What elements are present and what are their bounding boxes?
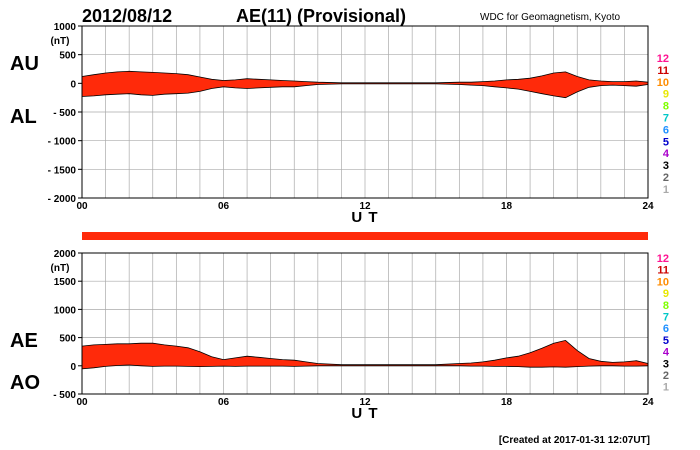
- ae-ao-legend-entry: 9: [663, 288, 669, 300]
- au-al-legend-entry: 5: [663, 136, 669, 148]
- au-al-legend-entry: 8: [663, 101, 669, 113]
- au-al-legend-entry: 10: [657, 77, 669, 89]
- chart-date: 2012/08/12: [82, 6, 172, 26]
- ae-ao-legend-entry: 6: [663, 323, 669, 335]
- al-series-label: AL: [10, 106, 37, 128]
- ae-series-label: AE: [10, 330, 38, 352]
- ae-ao-legend-entry: 1: [663, 382, 669, 394]
- au-al-y-tick-label: - 500: [53, 108, 76, 119]
- au-al-legend-entry: 6: [663, 124, 669, 136]
- ao-series-line: [81, 364, 649, 370]
- ae-ao-grid: [82, 253, 648, 394]
- ao-series-label: AO: [10, 372, 40, 394]
- au-al-y-tick-label: - 2000: [48, 194, 77, 205]
- ae-ao-x-tick-label: 24: [642, 397, 654, 408]
- au-al-plot: [81, 70, 649, 99]
- ae-ao-y-tick-label: 500: [59, 334, 76, 345]
- ae-ao-plot: [81, 339, 649, 370]
- ae-ao-filled-band: [82, 340, 648, 369]
- au-al-legend-entry: 7: [663, 113, 669, 125]
- ae-ao-y-tick-label: 0: [70, 362, 76, 373]
- ae-series-line: [81, 339, 649, 366]
- au-al-y-tick-label: - 1500: [48, 165, 77, 176]
- separator-bar: [82, 232, 648, 240]
- au-al-y-tick-label: 1000: [54, 22, 77, 33]
- ae-ao-x-axis: 00 06 12 18 24: [76, 397, 654, 408]
- ae-ao-y-axis: 2000 1500 1000 500 0 - 500: [53, 249, 82, 401]
- chart-title: AE(11) (Provisional): [236, 6, 406, 26]
- ae-ao-legend-entry: 2: [663, 370, 669, 382]
- au-al-x-tick-label: 00: [76, 201, 88, 212]
- ae-ao-legend-entry: 11: [657, 265, 669, 277]
- au-al-legend-entry: 2: [663, 172, 669, 184]
- ae-ao-y-tick-label: - 500: [53, 390, 76, 401]
- ae-ao-legend-entry: 10: [657, 276, 669, 288]
- au-al-x-tick-label: 18: [501, 201, 513, 212]
- au-al-legend-entry: 3: [663, 160, 669, 172]
- au-al-x-tick-label: 24: [642, 201, 654, 212]
- ae-ao-y-tick-label: 2000: [54, 249, 77, 260]
- au-al-x-tick-label: 12: [359, 201, 371, 212]
- au-al-legend-entry: 9: [663, 89, 669, 101]
- ae-ao-x-tick-label: 00: [76, 397, 88, 408]
- au-al-y-tick-label: - 1000: [48, 137, 77, 148]
- created-timestamp: [Created at 2017-01-31 12:07UT]: [499, 435, 650, 446]
- ae-ao-x-tick-label: 18: [501, 397, 513, 408]
- ae-ao-x-tick-label: 06: [218, 397, 230, 408]
- au-al-grid: [82, 26, 648, 198]
- ae-ao-legend-entry: 5: [663, 335, 669, 347]
- ae-ao-frame: [81, 252, 649, 395]
- al-series-line: [81, 83, 649, 99]
- au-al-x-axis-label: U T: [351, 209, 378, 226]
- au-al-y-tick-label: 0: [70, 79, 76, 90]
- au-al-y-axis: 1000 500 0 - 500 - 1000 - 1500 - 2000: [48, 22, 82, 205]
- ae-ao-x-axis-label: U T: [351, 405, 378, 422]
- ae-ao-legend-entry: 3: [663, 358, 669, 370]
- ae-ao-y-tick-label: 1500: [54, 277, 77, 288]
- source-label: WDC for Geomagnetism, Kyoto: [480, 12, 620, 23]
- au-al-legend-entry: 4: [663, 148, 670, 160]
- au-al-legend-entry: 11: [657, 65, 669, 77]
- au-al-unit-label: (nT): [51, 36, 70, 47]
- ae-ao-legend-entry: 12: [657, 253, 669, 265]
- au-al-x-tick-label: 06: [218, 201, 230, 212]
- ae-ao-y-tick-label: 1000: [54, 305, 77, 316]
- ae-ao-unit-label: (nT): [51, 263, 70, 274]
- au-al-x-axis: 00 06 12 18 24: [76, 201, 654, 212]
- au-al-legend-entry: 12: [657, 53, 669, 65]
- au-al-legend-entry: 1: [663, 184, 669, 196]
- au-series-label: AU: [10, 53, 39, 75]
- au-al-filled-band: [82, 71, 648, 98]
- ae-ao-legend-entry: 4: [663, 347, 670, 359]
- ae-ao-legend-entry: 8: [663, 300, 669, 312]
- ae-ao-x-tick-label: 12: [359, 397, 371, 408]
- au-series-line: [81, 70, 649, 84]
- ae-ao-legend-entry: 7: [663, 312, 669, 324]
- au-al-y-tick-label: 500: [59, 51, 76, 62]
